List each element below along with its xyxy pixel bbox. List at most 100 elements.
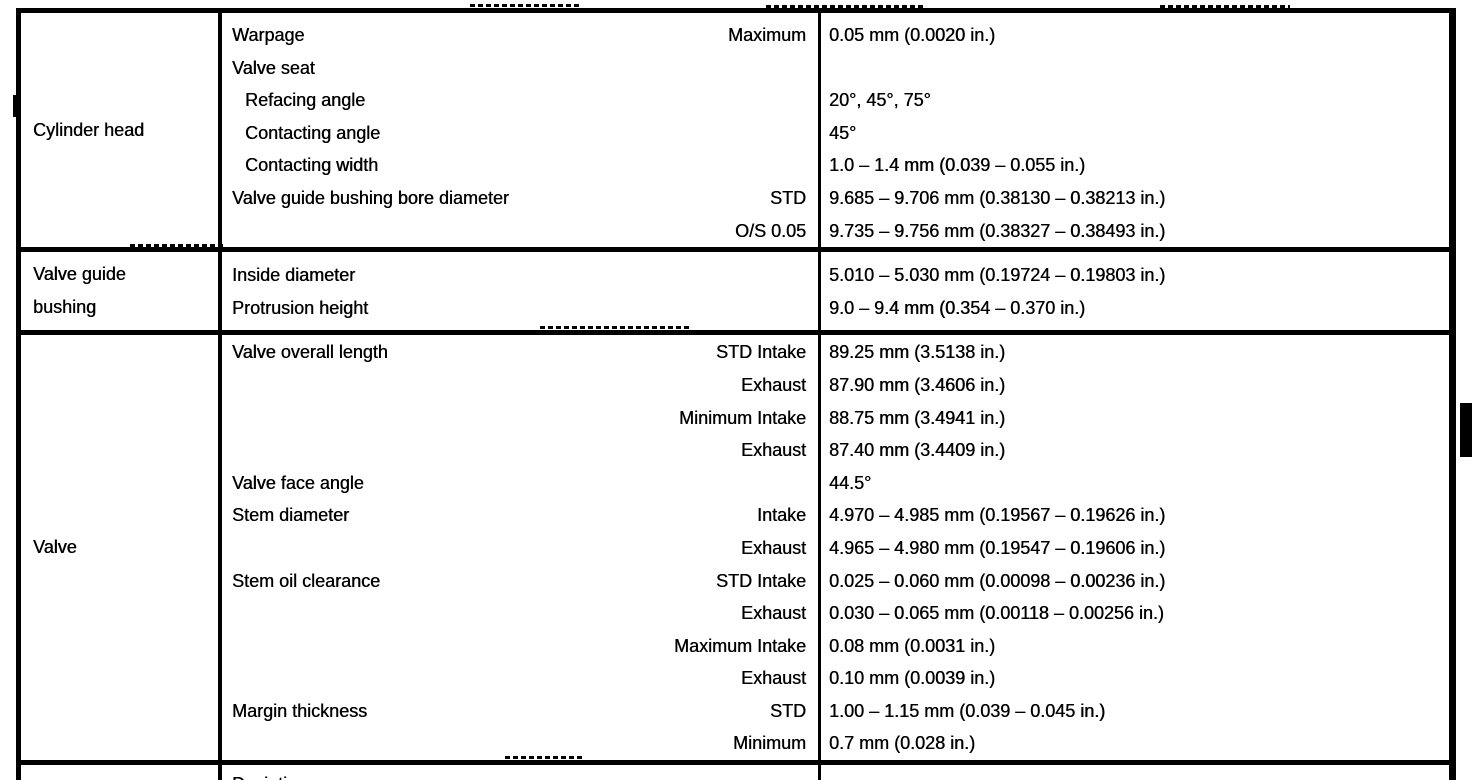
scan-artifact <box>13 95 17 117</box>
spec-name-cell: Inside diameter <box>222 259 818 292</box>
spec-row: Minimum Intake 88.75 mm (3.4941 in.) <box>222 402 1449 435</box>
component-label: bushing <box>33 297 97 318</box>
spec-row: Exhaust 87.40 mm (3.4409 in.) <box>222 434 1449 467</box>
spec-value: 4.965 – 4.980 mm (0.19547 – 0.19606 in.) <box>829 537 1166 558</box>
spec-row: Valve face angle 44.5° <box>222 467 1449 500</box>
scan-artifact <box>540 326 690 329</box>
spec-row: Contacting angle 45° <box>222 117 1449 150</box>
spec-label: Valve overall length <box>232 342 388 363</box>
spec-name-cell: Minimum <box>222 727 818 760</box>
spec-name-cell: Exhaust <box>222 662 818 695</box>
spec-qualifier: Exhaust <box>740 537 806 558</box>
spec-row: Minimum 0.7 mm (0.028 in.) <box>222 727 1449 760</box>
spec-label: Margin thickness <box>232 700 368 721</box>
spec-label: Contacting width <box>245 155 379 176</box>
spec-label: Contacting angle <box>245 122 381 143</box>
spec-value <box>818 768 1449 780</box>
spec-qualifier: STD <box>770 187 806 208</box>
spec-name-cell: Stem oil clearance STD Intake <box>222 565 818 598</box>
component-cell: Valve <box>21 335 222 761</box>
spec-value: 9.0 – 9.4 mm (0.354 – 0.370 in.) <box>829 297 1086 318</box>
spec-value: 0.030 – 0.065 mm (0.00118 – 0.00256 in.) <box>829 603 1164 624</box>
column-divider <box>818 335 821 761</box>
spec-value: 87.90 mm (3.4606 in.) <box>829 374 1006 395</box>
spec-name-cell: Contacting angle <box>222 117 818 150</box>
spec-value: 4.970 – 4.985 mm (0.19567 – 0.19626 in.) <box>829 505 1166 526</box>
spec-label: Stem oil clearance <box>232 570 381 591</box>
component-cell: Valve guide bushing <box>21 252 222 331</box>
spec-row: Valve guide bushing bore diameter STD 9.68… <box>222 182 1449 215</box>
spec-value: 9.685 – 9.706 mm (0.38130 – 0.38213 in.) <box>829 187 1166 208</box>
spec-section: Cylinder head Warpage Maximum 0.05 mm (0.00… <box>21 13 1449 248</box>
spec-value: 0.10 mm (0.0039 in.) <box>829 668 996 689</box>
spec-row: Stem oil clearance STD Intake 0.025 – 0.06… <box>222 565 1449 598</box>
spec-rows: Deviation <box>222 765 1449 780</box>
spec-name-cell: Margin thickness STD <box>222 695 818 728</box>
spec-name-cell: Exhaust <box>222 532 818 565</box>
scan-artifact <box>470 4 580 7</box>
spec-qualifier: Intake <box>756 505 806 526</box>
spec-name-cell: Minimum Intake <box>222 402 818 435</box>
spec-name-cell: Maximum Intake <box>222 630 818 663</box>
spec-qualifier: Minimum <box>732 733 806 754</box>
scan-artifact <box>766 5 926 8</box>
spec-qualifier: O/S 0.05 <box>734 220 806 241</box>
spec-name-cell: Stem diameter Intake <box>222 499 818 532</box>
spec-row: O/S 0.05 9.735 – 9.756 mm (0.38327 – 0.38… <box>222 215 1449 248</box>
spec-name-cell: Contacting width <box>222 149 818 182</box>
spec-row: Stem diameter Intake 4.970 – 4.985 mm (0.1… <box>222 499 1449 532</box>
spec-row: Exhaust 0.10 mm (0.0039 in.) <box>222 662 1449 695</box>
spec-section: Valve guide bushing Inside diameter 5.010 –… <box>21 247 1449 331</box>
spec-qualifier: Exhaust <box>740 668 806 689</box>
spec-value: 88.75 mm (3.4941 in.) <box>829 407 1006 428</box>
spec-row: Protrusion height 9.0 – 9.4 mm (0.354 – 0… <box>222 292 1449 325</box>
spec-name-cell: Valve overall length STD Intake <box>222 336 818 369</box>
spec-value: 20°, 45°, 75° <box>829 90 931 111</box>
spec-row: Valve overall length STD Intake 89.25 mm (… <box>222 336 1449 369</box>
scan-artifact <box>505 756 585 759</box>
component-label: Valve guide <box>33 264 126 285</box>
spec-name-cell: Exhaust <box>222 369 818 402</box>
spec-name-cell: Refacing angle <box>222 84 818 117</box>
spec-row: Exhaust 87.90 mm (3.4606 in.) <box>222 369 1449 402</box>
spec-row: Inside diameter 5.010 – 5.030 mm (0.19724… <box>222 259 1449 292</box>
spec-qualifier: Maximum Intake <box>673 635 806 656</box>
spec-rows: Inside diameter 5.010 – 5.030 mm (0.19724… <box>222 252 1449 330</box>
spec-value: 0.7 mm (0.028 in.) <box>829 733 976 754</box>
spec-value: 1.0 – 1.4 mm (0.039 – 0.055 in.) <box>829 155 1086 176</box>
spec-row: Contacting width 1.0 – 1.4 mm (0.039 – 0.… <box>222 149 1449 182</box>
spec-value: 1.00 – 1.15 mm (0.039 – 0.045 in.) <box>829 700 1106 721</box>
spec-label: Stem diameter <box>232 505 350 526</box>
scan-artifact <box>1160 5 1290 9</box>
spec-table: Cylinder head Warpage Maximum 0.05 mm (0.00… <box>16 8 1456 780</box>
page-edge-tab <box>1460 403 1472 457</box>
spec-row: Maximum Intake 0.08 mm (0.0031 in.) <box>222 630 1449 663</box>
spec-row: Deviation <box>222 768 1449 780</box>
column-divider <box>818 13 821 248</box>
spec-label: Inside diameter <box>232 265 356 286</box>
spec-value: 0.08 mm (0.0031 in.) <box>829 635 996 656</box>
spec-qualifier: STD <box>770 700 806 721</box>
spec-label: Valve guide bushing bore diameter <box>232 187 509 208</box>
spec-value: 45° <box>829 122 857 143</box>
spec-label: Warpage <box>232 25 305 45</box>
spec-row: Exhaust 0.030 – 0.065 mm (0.00118 – 0.002… <box>222 597 1449 630</box>
component-cell: Cylinder head <box>21 13 222 248</box>
spec-value: 0.05 mm (0.0020 in.) <box>829 25 996 45</box>
component-cell <box>21 765 222 780</box>
spec-section: Deviation <box>21 760 1449 780</box>
spec-row: Margin thickness STD 1.00 – 1.15 mm (0.039… <box>222 695 1449 728</box>
spec-name-cell: Exhaust <box>222 597 818 630</box>
column-divider <box>818 252 821 331</box>
spec-qualifier: Maximum <box>727 25 806 45</box>
spec-name-cell: Protrusion height <box>222 292 818 325</box>
spec-qualifier: Exhaust <box>740 440 806 461</box>
spec-row: Refacing angle 20°, 45°, 75° <box>222 84 1449 117</box>
spec-rows: Valve overall length STD Intake 89.25 mm (… <box>222 335 1449 760</box>
scan-artifact <box>130 244 225 247</box>
spec-value: 9.735 – 9.756 mm (0.38327 – 0.38493 in.) <box>829 220 1166 241</box>
spec-label: Deviation <box>232 768 307 780</box>
component-label: Cylinder head <box>33 119 145 140</box>
spec-row: Exhaust 4.965 – 4.980 mm (0.19547 – 0.196… <box>222 532 1449 565</box>
spec-value: 5.010 – 5.030 mm (0.19724 – 0.19803 in.) <box>829 265 1166 286</box>
